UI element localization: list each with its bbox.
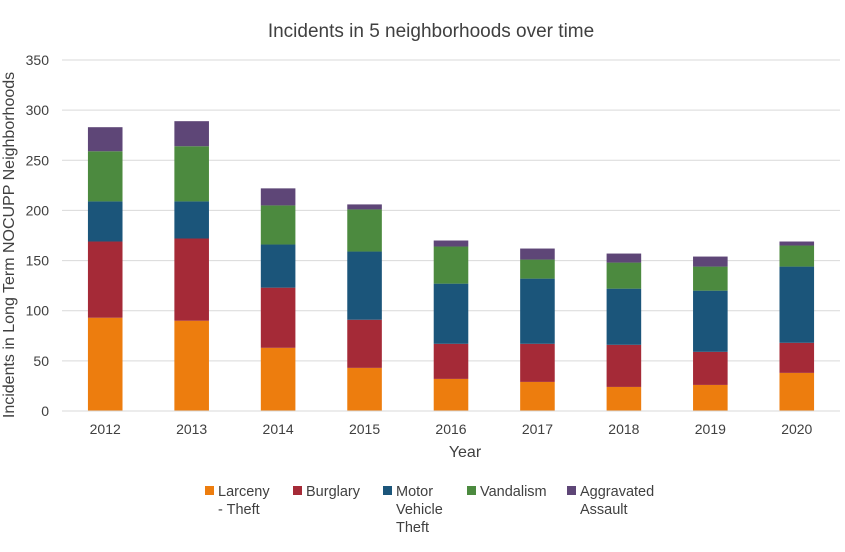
bar-segment [174, 201, 209, 239]
legend-label: Assault [580, 502, 628, 518]
x-tick-label: 2014 [263, 421, 294, 437]
legend-label: Vehicle [396, 502, 443, 518]
bar-segment [520, 343, 555, 382]
legend-swatch [383, 486, 392, 495]
bar-segment [693, 266, 728, 291]
legend-swatch [467, 486, 476, 495]
bar-segment [87, 241, 123, 318]
y-tick-label: 50 [33, 353, 49, 369]
y-tick-label: 250 [26, 152, 50, 168]
bar-segment [87, 317, 123, 411]
y-axis-label: Incidents in Long Term NOCUPP Neighborho… [1, 72, 18, 418]
x-tick-label: 2017 [522, 421, 553, 437]
legend-swatch [205, 486, 214, 495]
bar-segment [693, 351, 728, 385]
bar-segment [174, 320, 209, 411]
bar-segment [606, 344, 642, 387]
x-tick-label: 2015 [349, 421, 380, 437]
y-tick-label: 350 [26, 52, 50, 68]
legend-swatch [567, 486, 576, 495]
bar-segment [260, 188, 296, 206]
bar-segment [606, 253, 642, 263]
legend-label: Vandalism [480, 484, 547, 500]
legend-label: Aggravated [580, 484, 654, 500]
bar-segment [779, 241, 815, 246]
legend-swatch [293, 486, 302, 495]
legend: Larceny - Theft Burglary Motor Vehicle Theft V… [205, 484, 654, 536]
x-tick-label: 2019 [695, 421, 726, 437]
bar-segment [779, 342, 815, 373]
y-tick-label: 100 [26, 303, 50, 319]
legend-label: Theft [396, 520, 429, 536]
x-tick-label: 2018 [608, 421, 639, 437]
legend-label: Larceny [218, 484, 270, 500]
x-axis-ticks: 2012 2013 2014 2015 2016 2017 2018 2019 2020 [90, 421, 813, 437]
bar-segment [433, 283, 469, 344]
bar-segment [520, 259, 555, 279]
bar-segment [779, 245, 815, 267]
bar-segment [520, 381, 555, 411]
bar-segment [174, 146, 209, 202]
bar-segment [347, 209, 382, 252]
x-tick-label: 2012 [90, 421, 121, 437]
bar-segment [347, 367, 382, 411]
bar-segment [347, 319, 382, 368]
bar-segment [693, 290, 728, 352]
bar-segment [433, 246, 469, 284]
legend-label: Motor [396, 484, 433, 500]
bars [87, 121, 815, 411]
bar-segment [260, 347, 296, 411]
bar-segment [347, 251, 382, 320]
y-tick-label: 0 [41, 403, 49, 419]
x-tick-label: 2013 [176, 421, 207, 437]
legend-label: - Theft [218, 502, 260, 518]
bar-segment [433, 378, 469, 411]
x-tick-label: 2020 [781, 421, 812, 437]
bar-segment [693, 256, 728, 267]
bar-segment [260, 287, 296, 348]
bar-segment [693, 384, 728, 411]
legend-label: Burglary [306, 484, 361, 500]
y-tick-label: 150 [26, 253, 50, 269]
bar-segment [606, 262, 642, 289]
bar-segment [87, 201, 123, 242]
bar-segment [779, 266, 815, 343]
bar-segment [260, 244, 296, 288]
bar-segment [779, 372, 815, 411]
bar-segment [606, 386, 642, 411]
bar-segment [347, 204, 382, 210]
chart-title: Incidents in 5 neighborhoods over time [268, 21, 594, 42]
bar-segment [87, 151, 123, 202]
y-tick-label: 200 [26, 202, 50, 218]
bar-segment [174, 121, 209, 147]
bar-segment [520, 248, 555, 260]
x-axis-label: Year [449, 444, 482, 461]
x-tick-label: 2016 [435, 421, 466, 437]
bar-segment [174, 238, 209, 321]
y-axis-ticks: 0 50 100 150 200 250 300 350 [26, 52, 50, 419]
bar-segment [606, 288, 642, 345]
bar-segment [260, 205, 296, 245]
bar-segment [433, 240, 469, 247]
bar-segment [87, 127, 123, 152]
bar-segment [520, 278, 555, 344]
bar-segment [433, 343, 469, 379]
y-tick-label: 300 [26, 102, 50, 118]
